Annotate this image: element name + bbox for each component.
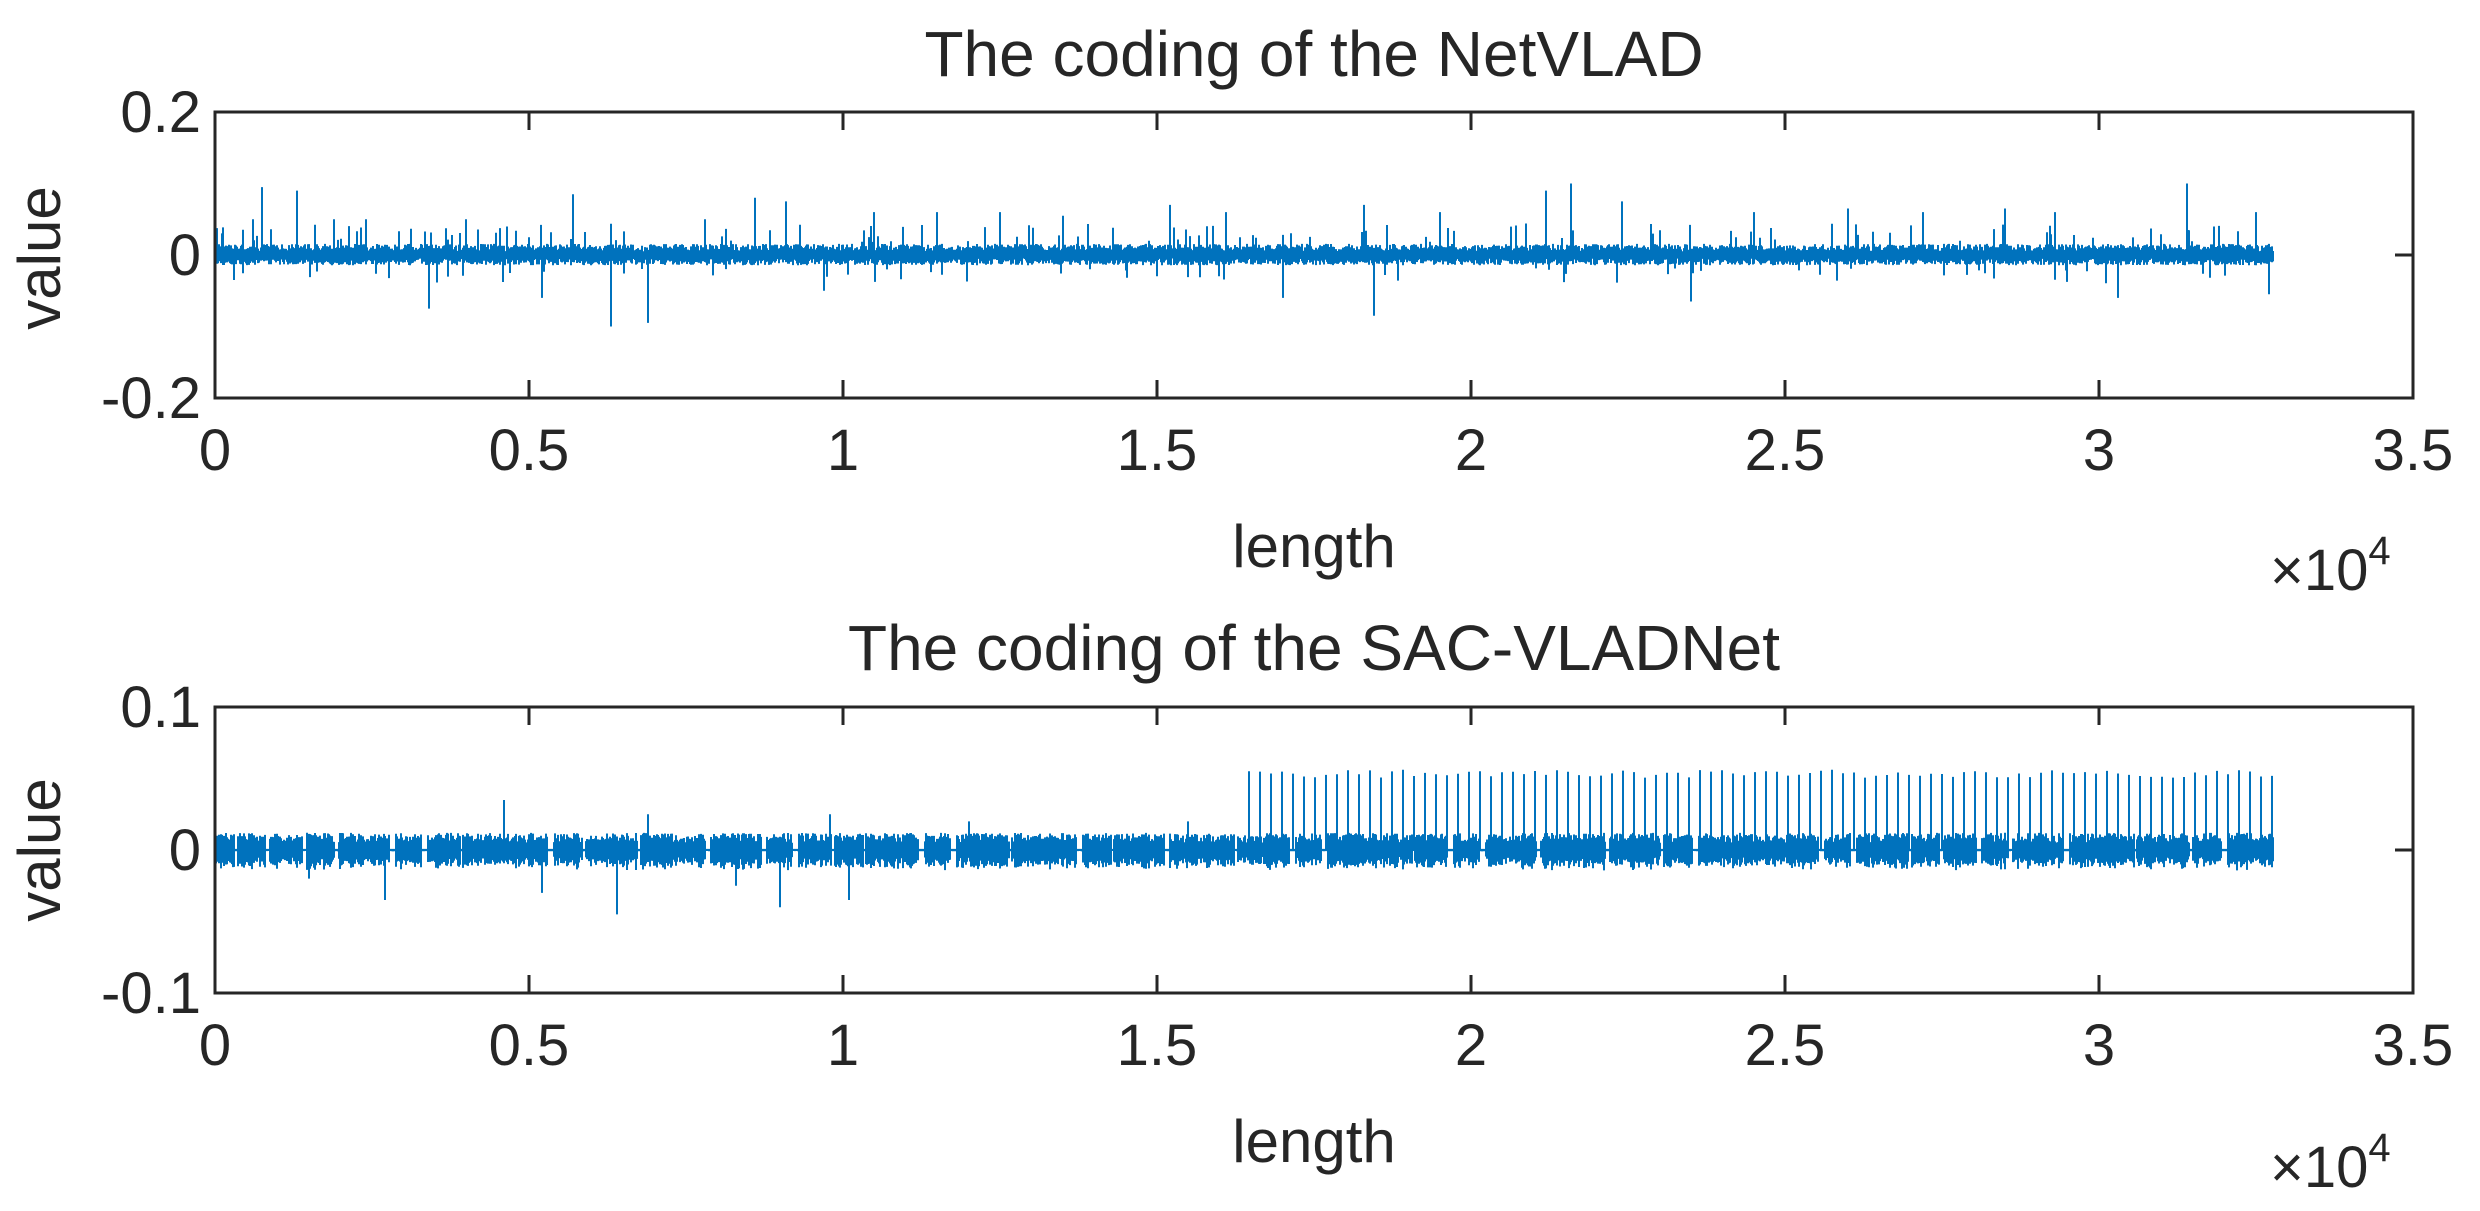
x-tick-label: 1 bbox=[827, 418, 859, 483]
plot-frame bbox=[213, 705, 2415, 995]
x-tick-label: 2 bbox=[1455, 1013, 1487, 1078]
x-tick-label: 0.5 bbox=[489, 1013, 570, 1078]
axis-ticks: 0 0.5 1 1.5 2 2.5 3 3.5-0.100.1 bbox=[101, 675, 2453, 1078]
x-tick-label: 3 bbox=[2083, 1013, 2115, 1078]
y-tick-label: -0.1 bbox=[101, 961, 201, 1026]
x-tick-label: 0 bbox=[199, 1013, 231, 1078]
x-tick-label: 3.5 bbox=[2373, 418, 2454, 483]
x-tick-label: 1.5 bbox=[1117, 418, 1198, 483]
x-tick-label: 2.5 bbox=[1745, 418, 1826, 483]
x-tick-label: 0 bbox=[199, 418, 231, 483]
x-axis-label: length bbox=[1232, 1108, 1395, 1175]
y-tick-label: 0 bbox=[169, 223, 201, 288]
y-tick-label: 0.2 bbox=[120, 80, 201, 145]
plot-frame bbox=[213, 110, 2415, 400]
chart-title: The coding of the SAC-VLADNet bbox=[848, 612, 1780, 684]
x-tick-label: 3 bbox=[2083, 418, 2115, 483]
x-tick-label: 2 bbox=[1455, 418, 1487, 483]
x-axis-label: length bbox=[1232, 513, 1395, 580]
x-tick-label: 1.5 bbox=[1117, 1013, 1198, 1078]
x-exponent-label: ×104 bbox=[2270, 1126, 2391, 1200]
axis-ticks: 0 0.5 1 1.5 2 2.5 3 3.5-0.200.2 bbox=[101, 80, 2453, 483]
chart-title: The coding of the NetVLAD bbox=[924, 18, 1703, 90]
y-axis-label: value bbox=[6, 186, 73, 329]
x-tick-label: 1 bbox=[827, 1013, 859, 1078]
y-tick-label: -0.2 bbox=[101, 366, 201, 431]
netvlad-chart: The coding of the NetVLAD value length ×… bbox=[6, 18, 2453, 603]
y-tick-label: 0.1 bbox=[120, 675, 201, 740]
x-tick-label: 3.5 bbox=[2373, 1013, 2454, 1078]
x-exponent-label: ×104 bbox=[2270, 529, 2391, 603]
sac-vladnet-chart: The coding of the SAC-VLADNet value leng… bbox=[6, 612, 2453, 1200]
y-tick-label: 0 bbox=[169, 818, 201, 883]
x-tick-label: 0.5 bbox=[489, 418, 570, 483]
y-axis-label: value bbox=[6, 778, 73, 921]
x-tick-label: 2.5 bbox=[1745, 1013, 1826, 1078]
